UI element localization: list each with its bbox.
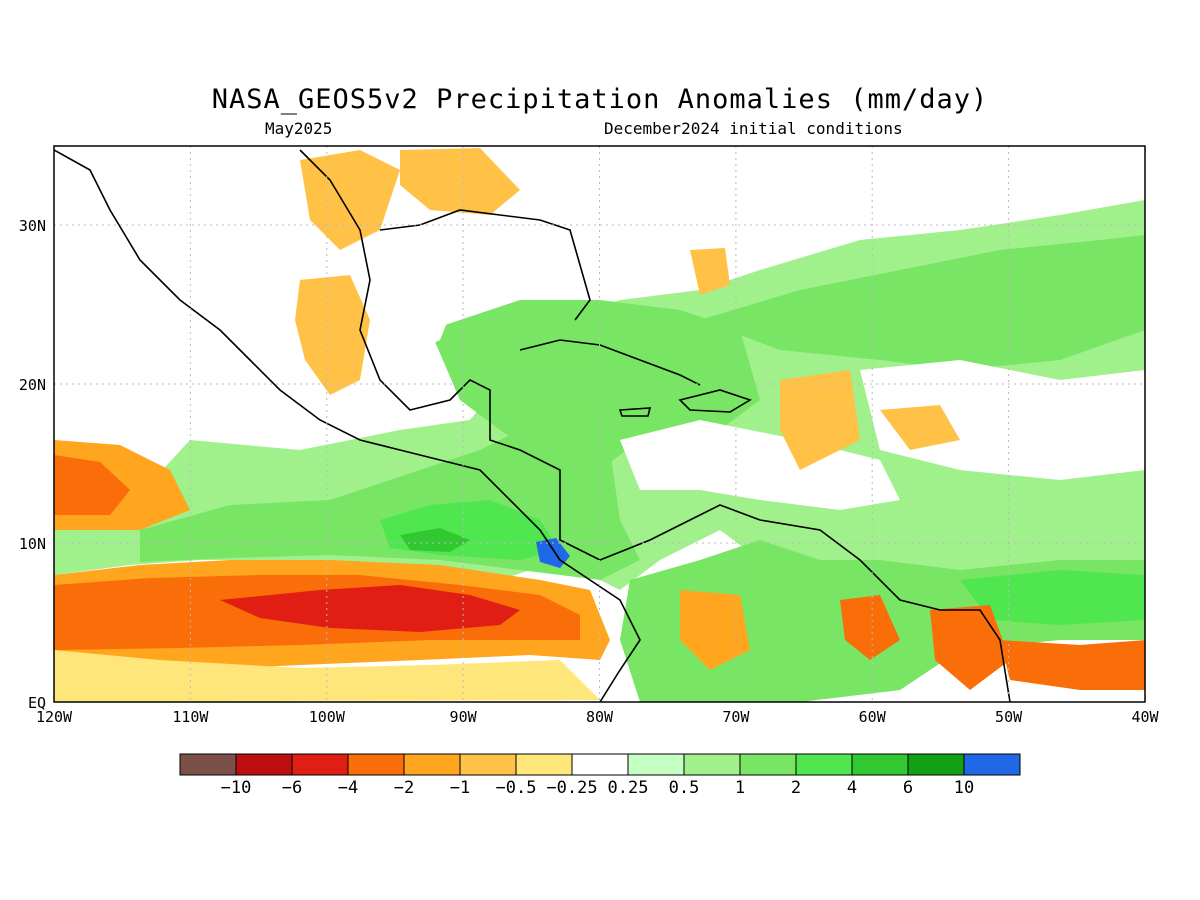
map-title: NASA_GEOS5v2 Precipitation Anomalies (mm… <box>211 84 989 115</box>
initial-conditions: December2024 initial conditions <box>604 119 903 138</box>
forecast-month: May2025 <box>265 119 333 138</box>
colorbar-label: −10 <box>221 778 252 798</box>
x-tick-label: 90W <box>450 708 478 726</box>
y-tick-label: 30N <box>19 217 46 235</box>
colorbar-swatch <box>907 753 965 776</box>
hispaniola-outline <box>678 389 752 413</box>
colorbar-label: 0.25 <box>608 778 649 798</box>
coastlines <box>54 149 1011 702</box>
gulf-white <box>350 250 460 360</box>
dry-patch-atlantic <box>690 248 730 295</box>
colorbar-label: 4 <box>847 778 857 798</box>
x-tick-label: 50W <box>995 708 1023 726</box>
colorbar-label: −0.5 <box>496 778 537 798</box>
cuba-outline <box>519 339 701 386</box>
colorbar-swatch <box>571 753 629 776</box>
green-core <box>400 528 470 552</box>
anomaly-field <box>54 146 1145 702</box>
atlantic-green <box>700 235 1145 370</box>
colorbar-label: 2 <box>791 778 801 798</box>
x-tick-label: 40W <box>1131 708 1159 726</box>
y-axis: EQ 10N 20N 30N <box>19 217 46 712</box>
south-atlantic-green <box>960 570 1145 625</box>
dry-patch-lesser-antilles <box>780 370 860 470</box>
colorbar-swatch <box>851 753 909 776</box>
x-tick-label: 110W <box>172 708 209 726</box>
x-tick-label: 60W <box>859 708 887 726</box>
colorbar-swatch <box>739 753 797 776</box>
colorbar-swatch <box>683 753 741 776</box>
colorbar-label: 6 <box>903 778 913 798</box>
dry-patch-mexico <box>295 275 370 395</box>
dry-patch-amazon-mouth <box>1000 640 1145 690</box>
jamaica-outline <box>618 407 652 417</box>
colorbar-swatch <box>627 753 685 776</box>
colorbar-swatch <box>291 753 349 776</box>
colorbar-label: 1 <box>735 778 745 798</box>
dry-gap-caribbean <box>620 420 900 510</box>
colorbar-label: 0.5 <box>669 778 700 798</box>
y-tick-label: 10N <box>19 535 46 553</box>
y-tick-label: EQ <box>28 694 46 712</box>
colorbar-label: −4 <box>338 778 358 798</box>
gulf-coastline <box>379 209 591 321</box>
colorbar-swatch <box>179 753 237 776</box>
colorbar-swatch <box>795 753 853 776</box>
colorbar-swatch <box>515 753 573 776</box>
dry-patch-colombia <box>680 590 750 670</box>
map-frame <box>53 145 1146 703</box>
x-tick-label: 70W <box>722 708 750 726</box>
x-tick-label: 100W <box>309 708 346 726</box>
colorbar-label: −1 <box>450 778 470 798</box>
x-axis: 120W 110W 100W 90W 80W 70W 60W 50W 40W <box>36 708 1160 726</box>
pacific-coastline <box>54 149 641 702</box>
dry-patch-atlantic-east <box>880 405 960 450</box>
colorbar-swatch <box>403 753 461 776</box>
colorbar-label: 10 <box>954 778 974 798</box>
y-tick-label: 20N <box>19 376 46 394</box>
colorbar-label: −6 <box>282 778 302 798</box>
dry-band-core <box>220 585 520 632</box>
colorbar-swatch <box>347 753 405 776</box>
colorbar: −10 −6 −4 −2 −1 −0.5 −0.25 0.25 0.5 1 2 4 6 10 <box>179 753 1021 798</box>
map-grid <box>54 146 1145 702</box>
colorbar-label: −0.25 <box>546 778 597 798</box>
dry-gap-atlantic <box>860 360 1145 480</box>
colorbar-swatch <box>459 753 517 776</box>
colorbar-swatch <box>235 753 293 776</box>
colorbar-label: −2 <box>394 778 414 798</box>
dry-pacific-northwest-core <box>54 455 130 515</box>
dry-patch-south-us <box>400 148 520 215</box>
x-tick-label: 120W <box>36 708 73 726</box>
x-tick-label: 80W <box>586 708 614 726</box>
dry-patch-guiana <box>840 595 900 660</box>
atlantic-coastline <box>299 149 1011 702</box>
colorbar-swatch <box>963 753 1021 776</box>
